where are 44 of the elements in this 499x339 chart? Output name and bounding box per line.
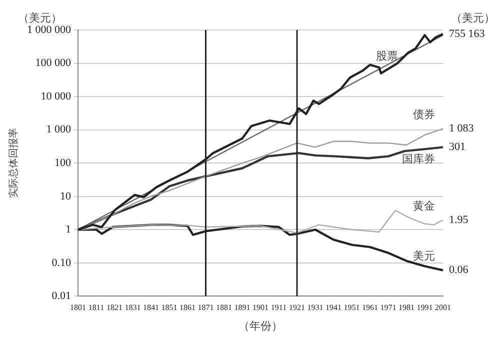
series-label: 国库券 (402, 152, 435, 166)
y-tick-label: 10 000 (40, 90, 72, 102)
x-tick-label: 1831 (124, 303, 141, 312)
series-label: 黄金 (413, 199, 435, 212)
data-label: 0.06 (449, 264, 469, 276)
y-tick-label: 1 (66, 224, 71, 236)
x-tick-label: 2001 (435, 303, 451, 312)
x-tick-label: 1931 (307, 303, 324, 312)
x-tick-label: 1991 (416, 303, 433, 312)
x-tick-label: 1971 (380, 303, 396, 312)
series-label: 债券 (413, 108, 435, 122)
x-tick-label: 1851 (161, 303, 178, 312)
x-tick-label: 1911 (270, 303, 287, 312)
y-tick-label: 0.10 (52, 256, 72, 269)
y-tick-label: 100 (54, 156, 72, 169)
y-tick-label: 10 (60, 190, 72, 202)
data-label: 755 163 (449, 28, 486, 40)
data-label: 1 083 (449, 122, 474, 135)
y-axis-title: 实际总体回报率 (8, 128, 20, 198)
x-tick-label: 1921 (289, 303, 305, 312)
x-tick-label: 1901 (252, 303, 268, 312)
x-tick-label: 1841 (143, 303, 159, 312)
x-tick-label: 1981 (398, 303, 414, 312)
x-tick-label: 1801 (70, 303, 86, 312)
series-label: 股票 (376, 49, 398, 62)
text: （美元） (18, 11, 62, 24)
x-tick-label: 1941 (326, 303, 342, 312)
x-tick-label: 1871 (198, 303, 214, 312)
data-label: 301 (449, 141, 466, 154)
x-axis-title: （年份） (238, 319, 282, 332)
y-tick-label: 1 000 000 (27, 24, 72, 36)
data-label: 1.95 (449, 214, 469, 226)
x-tick-label: 1891 (234, 303, 250, 312)
x-tick-label: 1881 (216, 303, 232, 312)
x-tick-label: 1951 (344, 303, 360, 312)
series-label: 美元 (413, 250, 435, 263)
y-tick-label: 1 000 (46, 124, 72, 136)
y-tick-label: 0.01 (52, 290, 71, 302)
x-tick-label: 1821 (106, 303, 122, 312)
text: （美元） (451, 11, 495, 24)
y-tick-label: 100 000 (35, 57, 72, 70)
x-tick-label: 1811 (88, 303, 104, 312)
x-tick-label: 1961 (362, 303, 378, 312)
x-tick-label: 1861 (180, 303, 196, 312)
